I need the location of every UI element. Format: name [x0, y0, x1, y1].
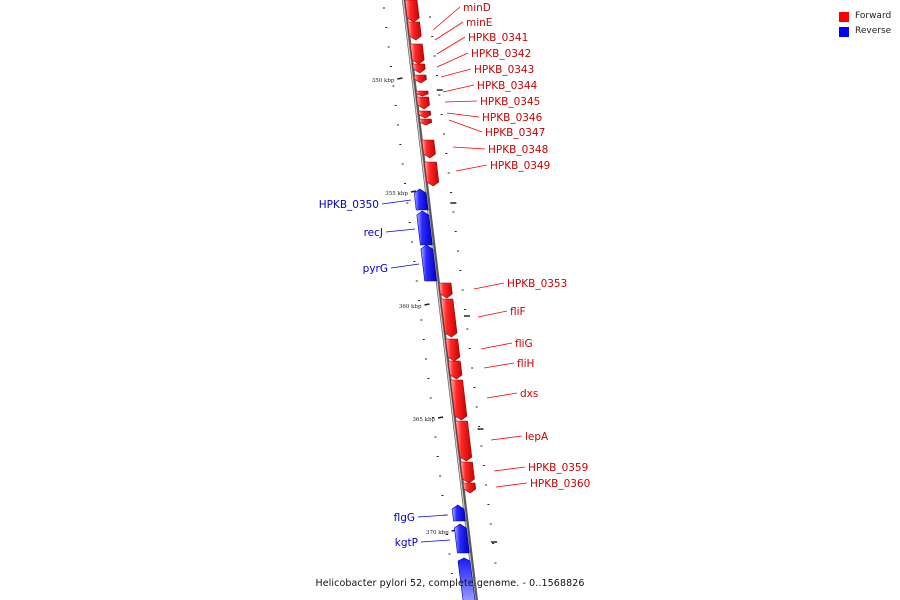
gene-arrow-minE[interactable]: [407, 21, 422, 41]
gene-leader-line: [432, 6, 461, 31]
gene-label-HPKB_0341[interactable]: HPKB_0341: [468, 32, 528, 44]
gene-label-HPKB_0353[interactable]: HPKB_0353: [507, 278, 567, 290]
forward-swatch: [839, 11, 849, 22]
gene-label-HPKB_0346[interactable]: HPKB_0346: [482, 112, 543, 124]
gene-leader-line: [381, 199, 412, 205]
gene-arrow-HPKB_0345[interactable]: [416, 96, 430, 110]
genome-backbone-highlight: [402, 0, 476, 600]
gene-label-fliH[interactable]: fliH: [517, 358, 534, 370]
gene-arrow-fliH[interactable]: [447, 360, 463, 380]
gene-label-HPKB_0347[interactable]: HPKB_0347: [485, 127, 545, 139]
gene-leader-line: [483, 362, 515, 369]
gene-arrow-minD[interactable]: [404, 0, 420, 23]
gene-arrow-HPKB_0346[interactable]: [417, 110, 432, 119]
reverse-swatch: [839, 26, 849, 37]
kbp-tick-label: 365 kbp: [412, 417, 435, 423]
gene-label-dxs[interactable]: dxs: [520, 388, 538, 400]
gene-leader-line: [455, 164, 488, 172]
gene-arrow-HPKB_0360[interactable]: [462, 482, 477, 494]
kbp-tick-label: 370 kbp: [426, 530, 449, 536]
gene-label-minD[interactable]: minD: [463, 2, 491, 14]
gene-leader-line: [480, 342, 513, 350]
gene-leader-line: [473, 282, 505, 290]
gene-arrow-HPKB_0343[interactable]: [413, 74, 427, 84]
gene-label-HPKB_0360[interactable]: HPKB_0360: [530, 478, 590, 490]
gene-leader-line: [436, 36, 466, 55]
gene-arrow-HPKB_0350[interactable]: [413, 188, 429, 211]
kbp-tick-label: 355 kbp: [385, 191, 408, 197]
gene-leader-line: [420, 539, 451, 543]
gene-arrow-unlabeled[interactable]: [457, 557, 476, 600]
gene-label-HPKB_0344[interactable]: HPKB_0344: [477, 80, 538, 92]
kbp-tick-label: 360 kbp: [399, 304, 422, 310]
gene-leader-line: [495, 482, 528, 488]
genome-backbone: [401, 0, 479, 600]
gene-leader-line: [417, 514, 449, 518]
legend: Forward Reverse: [839, 9, 891, 39]
gene-leader-line: [448, 119, 483, 133]
kbp-tick-label: 350 kbp: [372, 78, 395, 84]
gene-label-HPKB_0349[interactable]: HPKB_0349: [490, 160, 550, 172]
gene-arrow-dxs[interactable]: [450, 379, 468, 421]
gene-leader-line: [390, 263, 420, 269]
legend-reverse-label: Reverse: [855, 26, 892, 36]
gene-label-HPKB_0359[interactable]: HPKB_0359: [528, 462, 588, 474]
gene-label-recJ[interactable]: recJ: [364, 227, 383, 239]
gene-leader-line: [436, 52, 469, 68]
gene-leader-line: [385, 228, 416, 233]
gene-leader-line: [440, 68, 472, 78]
gene-leader-line: [434, 21, 464, 41]
gene-arrow-HPKB_0353[interactable]: [438, 282, 453, 299]
major-tick: [437, 416, 444, 419]
gene-leader-line: [444, 100, 478, 103]
legend-item-reverse: Reverse: [839, 24, 891, 39]
gene-label-HPKB_0348[interactable]: HPKB_0348: [488, 144, 548, 156]
major-tick: [397, 77, 403, 80]
gene-leader-line: [490, 435, 523, 441]
gene-label-minE[interactable]: minE: [466, 17, 492, 29]
gene-label-lepA[interactable]: lepA: [525, 431, 549, 443]
gene-arrow-fliG[interactable]: [445, 338, 461, 362]
gene-label-flgG[interactable]: flgG: [394, 512, 415, 524]
gene-label-HPKB_0350[interactable]: HPKB_0350: [319, 199, 379, 211]
gene-arrow-HPKB_0344[interactable]: [415, 90, 429, 97]
gene-label-pyrG[interactable]: pyrG: [363, 263, 388, 275]
gene-arrow-lepA[interactable]: [455, 420, 473, 462]
gene-leader-line: [486, 392, 518, 399]
gene-label-HPKB_0345[interactable]: HPKB_0345: [480, 96, 540, 108]
gene-label-kgtP[interactable]: kgtP: [395, 537, 418, 549]
gene-arrow-HPKB_0349[interactable]: [424, 161, 440, 187]
gene-arrow-HPKB_0342[interactable]: [412, 63, 426, 74]
legend-forward-label: Forward: [855, 11, 892, 21]
gene-arrow-HPKB_0348[interactable]: [421, 139, 436, 159]
gene-arrow-HPKB_0341[interactable]: [409, 43, 425, 65]
gene-leader-line: [493, 466, 526, 472]
gene-arrow-pyrG[interactable]: [420, 244, 438, 282]
gene-leader-line: [452, 146, 486, 150]
gene-leader-line: [446, 112, 480, 118]
gene-label-HPKB_0343[interactable]: HPKB_0343: [474, 64, 534, 76]
legend-item-forward: Forward: [839, 9, 891, 24]
major-tick: [424, 303, 430, 306]
gene-arrow-HPKB_0347[interactable]: [418, 118, 433, 126]
gene-arrow-recJ[interactable]: [416, 210, 433, 246]
gene-leader-line: [442, 84, 475, 93]
genome-caption: Helicobacter pylori 52, complete genome.…: [315, 578, 585, 589]
gene-arrow-HPKB_0359[interactable]: [460, 461, 475, 484]
gene-arrow-flgG[interactable]: [451, 504, 466, 522]
gene-arrow-fliF[interactable]: [440, 298, 458, 338]
gene-leader-line: [477, 310, 508, 318]
gene-label-HPKB_0342[interactable]: HPKB_0342: [471, 48, 531, 60]
major-tick: [410, 190, 417, 193]
gene-label-fliF[interactable]: fliF: [510, 306, 526, 318]
gene-label-fliG[interactable]: fliG: [515, 338, 533, 350]
gene-arrow-kgtP[interactable]: [454, 523, 470, 554]
